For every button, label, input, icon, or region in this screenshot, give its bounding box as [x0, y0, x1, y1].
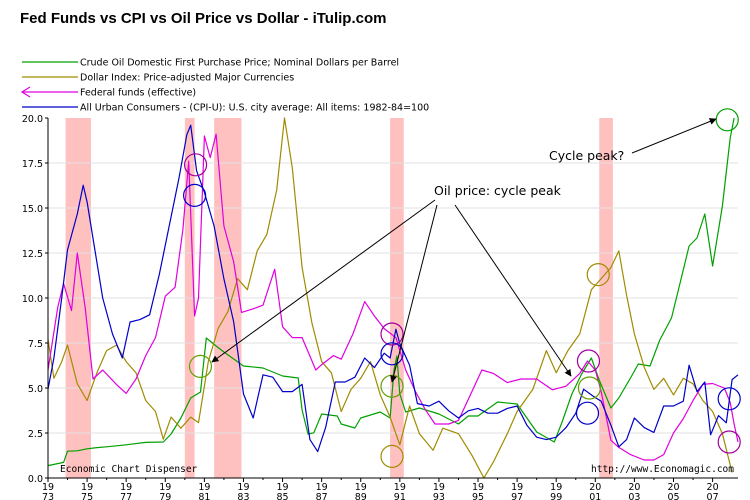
x-tick-label-bottom-9: 91: [394, 492, 406, 500]
series-line-2: [47, 133, 739, 461]
x-tick-label-bottom-1: 75: [81, 492, 93, 500]
series-lines: [47, 117, 739, 479]
annotation-arrows: [211, 118, 717, 383]
x-tick-label-top-9: 19: [394, 482, 406, 493]
x-tick-label-bottom-5: 83: [237, 492, 249, 500]
x-tick-label-top-16: 20: [667, 482, 679, 493]
y-tick-label-8: 20.0: [22, 114, 43, 125]
highlight-circle-6: [380, 444, 404, 468]
highlight-circle-8: [577, 376, 602, 400]
x-tick-label-top-8: 19: [355, 482, 367, 493]
x-tick-label-top-1: 19: [81, 482, 93, 493]
y-tick-label-5: 12.5: [22, 249, 43, 260]
x-tick-label-bottom-4: 81: [198, 492, 210, 500]
annotation-arrow-2: [454, 204, 572, 377]
x-tick-label-bottom-8: 89: [355, 492, 367, 500]
y-tick-label-6: 15.0: [22, 204, 43, 215]
x-tick-label-top-10: 19: [433, 482, 445, 493]
highlight-circle-10: [586, 263, 610, 287]
x-tick-label-top-3: 19: [159, 482, 171, 493]
annotation-arrow-1: [390, 204, 438, 383]
highlight-circle-0: [183, 153, 208, 177]
x-tick-label-top-11: 19: [472, 482, 484, 493]
x-tick-label-top-6: 19: [277, 482, 289, 493]
y-tick-label-0: 0.0: [28, 474, 43, 485]
x-tick-label-top-0: 19: [42, 482, 54, 493]
x-tick-label-top-14: 20: [589, 482, 601, 493]
annotation-arrow-3: [631, 118, 717, 154]
legend-arrow-2: [20, 86, 31, 98]
x-tick-label-bottom-14: 01: [589, 492, 601, 500]
x-tick-label-bottom-12: 97: [511, 492, 523, 500]
highlight-circle-13: [717, 387, 741, 411]
chart-title: Fed Funds vs CPI vs Oil Price vs Dollar …: [20, 10, 386, 27]
x-tick-label-bottom-7: 87: [316, 492, 328, 500]
highlight-circle-1: [183, 183, 207, 207]
x-tick-label-top-4: 19: [198, 482, 210, 493]
y-tick-label-1: 2.5: [28, 429, 43, 440]
x-axis-ticks: 1973197519771979198119831985198719891991…: [42, 478, 719, 500]
x-tick-label-top-2: 19: [120, 482, 132, 493]
x-tick-label-bottom-10: 93: [433, 492, 445, 500]
annotation-oil-peak: Oil price: cycle peak: [434, 183, 562, 198]
highlight-circle-12: [717, 430, 741, 454]
highlight-circle-3: [380, 322, 404, 346]
x-tick-label-bottom-0: 73: [42, 492, 54, 500]
legend-label-0: Crude Oil Domestic First Purchase Price;…: [80, 58, 399, 69]
legend-label-1: Dollar Index: Price-adjusted Major Curre…: [80, 73, 294, 84]
y-tick-label-4: 10.0: [22, 294, 43, 305]
x-tick-label-bottom-17: 07: [707, 492, 719, 500]
x-tick-label-top-5: 19: [237, 482, 249, 493]
x-tick-label-bottom-15: 03: [628, 492, 640, 500]
y-tick-label-7: 17.5: [22, 159, 43, 170]
highlight-circle-11: [715, 108, 739, 132]
footer-right: http://www.Economagic.com: [591, 464, 734, 475]
x-tick-label-top-12: 19: [511, 482, 523, 493]
highlight-circle-4: [380, 342, 404, 366]
x-tick-label-bottom-11: 95: [472, 492, 484, 500]
annotation-arrow-0: [211, 199, 436, 363]
series-line-1: [47, 117, 733, 479]
x-tick-label-bottom-6: 85: [277, 492, 289, 500]
x-tick-label-bottom-13: 99: [550, 492, 562, 500]
y-tick-label-3: 7.5: [28, 339, 43, 350]
legend-label-2: Federal funds (effective): [80, 88, 196, 99]
x-tick-label-top-7: 19: [316, 482, 328, 493]
series-line-3: [47, 124, 739, 453]
x-tick-label-top-13: 19: [550, 482, 562, 493]
x-tick-label-bottom-3: 79: [159, 492, 171, 500]
legend: Crude Oil Domestic First Purchase Price;…: [20, 58, 429, 114]
x-tick-label-bottom-16: 05: [667, 492, 679, 500]
y-axis-ticks: 0.0 2.5 5.0 7.5 10.0 12.5 15.0 17.5 20.0: [22, 114, 48, 485]
y-tick-label-2: 5.0: [28, 384, 43, 395]
annotation-cycle-peak: Cycle peak?: [549, 148, 624, 163]
footer-left: Economic Chart Dispenser: [60, 464, 198, 475]
legend-label-3: All Urban Consumers - (CPI-U): U.S. city…: [80, 103, 429, 114]
x-tick-label-top-15: 20: [628, 482, 640, 493]
highlight-circle-2: [188, 354, 213, 378]
x-tick-label-top-17: 20: [707, 482, 719, 493]
highlight-circle-7: [576, 349, 601, 373]
highlight-circle-9: [575, 401, 600, 425]
highlight-circles: [183, 108, 741, 468]
x-tick-label-bottom-2: 77: [120, 492, 132, 500]
